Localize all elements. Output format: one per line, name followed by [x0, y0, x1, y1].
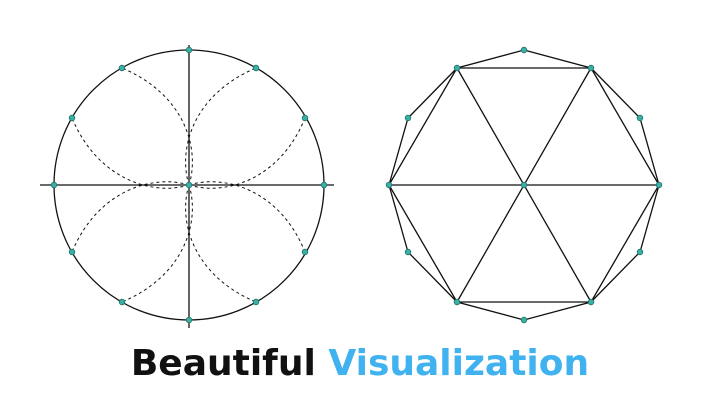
- right-diagram: [386, 47, 662, 323]
- left-point: [186, 47, 192, 53]
- left-point: [253, 299, 259, 305]
- title-word-visualization: Visualization: [328, 343, 589, 384]
- hexagon-edge-lower-right: [591, 185, 659, 302]
- right-point: [588, 65, 594, 71]
- page-title: Beautiful Visualization: [0, 336, 720, 392]
- dashed-arc-top-left-upper: [122, 68, 192, 185]
- right-point: [588, 299, 594, 305]
- hexagon-edge-lower-left: [389, 185, 457, 302]
- left-point: [186, 317, 192, 323]
- right-point: [405, 115, 411, 121]
- left-diagram: [40, 45, 334, 328]
- dashed-arc-bottom-right-lower: [186, 185, 256, 302]
- right-point: [405, 249, 411, 255]
- right-point: [454, 299, 460, 305]
- left-point: [119, 65, 125, 71]
- hexagon-edge-upper-left: [389, 68, 457, 185]
- right-point: [637, 249, 643, 255]
- dashed-arc-bottom-left-lower: [122, 185, 192, 302]
- left-point: [302, 115, 308, 121]
- right-point: [656, 182, 662, 188]
- right-point: [386, 182, 392, 188]
- left-point: [253, 65, 259, 71]
- right-point: [521, 317, 527, 323]
- left-point: [302, 249, 308, 255]
- left-point: [69, 249, 75, 255]
- right-point: [637, 115, 643, 121]
- dashed-arc-bottom-right-upper: [189, 182, 305, 252]
- title-word-beautiful: Beautiful: [131, 343, 316, 384]
- left-point: [69, 115, 75, 121]
- dashed-arc-bottom-left-upper: [72, 182, 189, 252]
- dashed-arc-top-left-lower: [72, 118, 189, 188]
- dashed-arc-top-right-upper: [186, 68, 256, 185]
- left-point: [321, 182, 327, 188]
- right-point: [521, 47, 527, 53]
- right-point: [454, 65, 460, 71]
- left-point: [51, 182, 57, 188]
- hexagon-edge-upper-right: [591, 68, 659, 185]
- left-point: [119, 299, 125, 305]
- dashed-arc-top-right-lower: [189, 118, 305, 188]
- right-center-point: [521, 182, 527, 188]
- left-center-point: [186, 182, 192, 188]
